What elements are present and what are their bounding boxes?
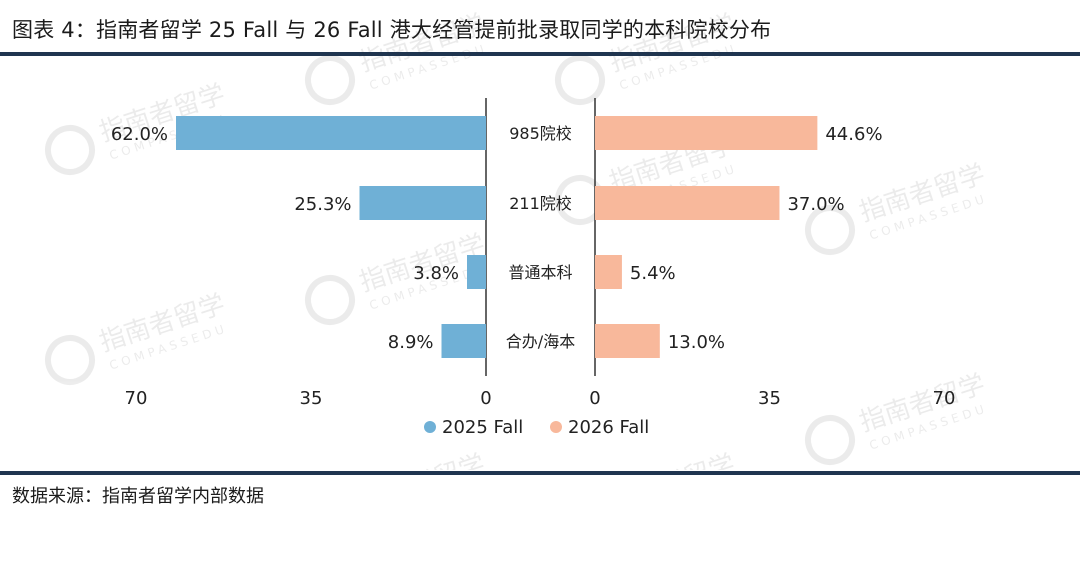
- bottom-divider: [0, 471, 1080, 475]
- bar-2026-fall: [595, 116, 818, 150]
- bar-2026-fall: [595, 324, 660, 358]
- data-label-2025-fall: 8.9%: [388, 332, 434, 353]
- legend-label: 2025 Fall: [442, 417, 523, 438]
- bar-2025-fall: [441, 324, 486, 358]
- chart-title: 图表 4：指南者留学 25 Fall 与 26 Fall 港大经管提前批录取同学…: [12, 18, 772, 42]
- bar-2025-fall: [359, 186, 486, 220]
- legend-label: 2026 Fall: [568, 417, 649, 438]
- x-tick-label-right: 70: [933, 388, 956, 409]
- category-label: 211院校: [509, 194, 572, 213]
- x-tick-label-left: 35: [300, 388, 323, 409]
- data-source-note: 数据来源：指南者留学内部数据: [12, 486, 264, 507]
- bar-2025-fall: [176, 116, 486, 150]
- svg-text:指南者留学: 指南者留学: [606, 449, 739, 470]
- legend-marker: [550, 421, 562, 433]
- svg-text:指南者留学: 指南者留学: [356, 449, 489, 470]
- category-label: 合办/海本: [506, 332, 575, 351]
- x-tick-label-left: 0: [480, 388, 491, 409]
- data-label-2025-fall: 25.3%: [294, 194, 351, 215]
- x-tick-label-right: 0: [589, 388, 600, 409]
- legend-marker: [424, 421, 436, 433]
- data-label-2025-fall: 3.8%: [413, 263, 459, 284]
- category-label: 985院校: [509, 124, 572, 143]
- bar-2026-fall: [595, 255, 622, 289]
- data-label-2025-fall: 62.0%: [111, 124, 168, 145]
- data-label-2026-fall: 44.6%: [825, 124, 882, 145]
- data-label-2026-fall: 37.0%: [787, 194, 844, 215]
- category-label: 普通本科: [508, 263, 572, 282]
- data-label-2026-fall: 5.4%: [630, 263, 676, 284]
- data-label-2026-fall: 13.0%: [668, 332, 725, 353]
- bar-2026-fall: [595, 186, 780, 220]
- x-tick-label-left: 70: [125, 388, 148, 409]
- x-tick-label-right: 35: [758, 388, 781, 409]
- bar-2025-fall: [467, 255, 486, 289]
- top-divider: [0, 52, 1080, 56]
